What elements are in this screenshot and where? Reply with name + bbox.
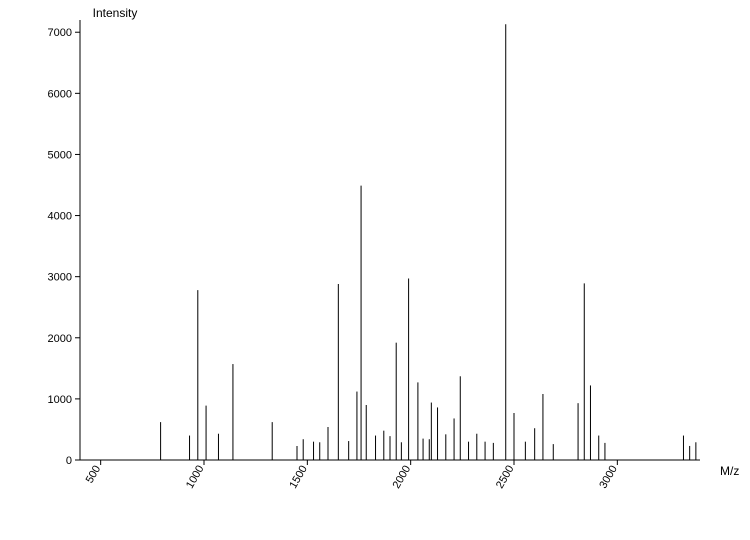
- y-tick-label: 4000: [48, 211, 72, 223]
- x-tick-label: 2000: [391, 464, 414, 491]
- x-tick-label: 1000: [184, 464, 207, 491]
- x-tick-label: 3000: [597, 464, 620, 491]
- chart-canvas: 0 1000 2000 3000 4000 5000 6000 7000 500 1000 1500…: [0, 0, 750, 540]
- y-axis-label: Intensity: [93, 6, 138, 20]
- y-tick-label: 2000: [48, 333, 72, 345]
- y-tick-label: 3000: [48, 272, 72, 284]
- y-tick-label: 0: [66, 455, 72, 467]
- y-tick-label: 6000: [48, 88, 72, 100]
- x-tick-label: 2500: [494, 464, 517, 491]
- y-tick-label: 1000: [48, 394, 72, 406]
- x-axis-label: M/z: [720, 464, 739, 478]
- y-tick-label: 5000: [48, 149, 72, 161]
- x-tick-label: 500: [84, 464, 104, 486]
- x-tick-label: 1500: [287, 464, 310, 491]
- y-tick-label: 7000: [48, 27, 72, 39]
- mass-spectrum-chart: 0 1000 2000 3000 4000 5000 6000 7000 500 1000 1500…: [0, 0, 750, 540]
